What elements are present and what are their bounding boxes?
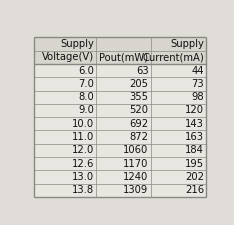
Text: 7.0: 7.0 bbox=[78, 79, 94, 89]
Bar bbox=[96, 117, 151, 130]
Text: 98: 98 bbox=[191, 92, 204, 102]
Text: 10.0: 10.0 bbox=[72, 119, 94, 129]
Bar bbox=[96, 170, 151, 184]
Text: Voltage(V): Voltage(V) bbox=[42, 52, 94, 62]
Text: Current(mA): Current(mA) bbox=[142, 52, 204, 62]
Text: 1309: 1309 bbox=[123, 185, 149, 195]
Text: 143: 143 bbox=[185, 119, 204, 129]
Text: 44: 44 bbox=[191, 66, 204, 76]
Bar bbox=[34, 184, 96, 197]
Text: 205: 205 bbox=[129, 79, 149, 89]
Text: 12.6: 12.6 bbox=[72, 159, 94, 169]
Bar bbox=[96, 157, 151, 170]
Bar bbox=[96, 104, 151, 117]
Bar bbox=[96, 77, 151, 90]
Bar bbox=[34, 51, 96, 64]
Text: Pout(mW): Pout(mW) bbox=[99, 52, 149, 62]
Text: 8.0: 8.0 bbox=[78, 92, 94, 102]
Text: Supply: Supply bbox=[170, 39, 204, 49]
Bar bbox=[96, 144, 151, 157]
Text: 692: 692 bbox=[129, 119, 149, 129]
Bar bbox=[96, 64, 151, 77]
Text: 9.0: 9.0 bbox=[78, 106, 94, 115]
Bar bbox=[151, 104, 206, 117]
Text: 11.0: 11.0 bbox=[72, 132, 94, 142]
Text: 163: 163 bbox=[185, 132, 204, 142]
Text: 202: 202 bbox=[185, 172, 204, 182]
Bar bbox=[96, 90, 151, 104]
Bar bbox=[151, 51, 206, 64]
Bar bbox=[34, 64, 96, 77]
Bar bbox=[151, 117, 206, 130]
Text: 13.0: 13.0 bbox=[72, 172, 94, 182]
Text: 184: 184 bbox=[185, 145, 204, 155]
Text: 195: 195 bbox=[185, 159, 204, 169]
Bar bbox=[96, 184, 151, 197]
Bar bbox=[96, 130, 151, 144]
Bar bbox=[96, 51, 151, 64]
Bar bbox=[151, 144, 206, 157]
Text: 13.8: 13.8 bbox=[72, 185, 94, 195]
Text: 355: 355 bbox=[129, 92, 149, 102]
Bar bbox=[151, 77, 206, 90]
Bar bbox=[34, 77, 96, 90]
Bar bbox=[151, 184, 206, 197]
Bar bbox=[151, 170, 206, 184]
Text: 73: 73 bbox=[191, 79, 204, 89]
Text: 216: 216 bbox=[185, 185, 204, 195]
Text: 12.0: 12.0 bbox=[72, 145, 94, 155]
Text: 120: 120 bbox=[185, 106, 204, 115]
Text: Supply: Supply bbox=[60, 39, 94, 49]
Bar bbox=[96, 37, 151, 51]
Bar bbox=[34, 117, 96, 130]
Text: 872: 872 bbox=[129, 132, 149, 142]
Bar bbox=[34, 144, 96, 157]
Bar bbox=[151, 90, 206, 104]
Text: 1240: 1240 bbox=[123, 172, 149, 182]
Bar bbox=[151, 130, 206, 144]
Text: 1170: 1170 bbox=[123, 159, 149, 169]
Bar bbox=[151, 37, 206, 51]
Bar bbox=[34, 37, 96, 51]
Bar bbox=[34, 170, 96, 184]
Bar bbox=[34, 90, 96, 104]
Text: 63: 63 bbox=[136, 66, 149, 76]
Bar bbox=[34, 157, 96, 170]
Bar bbox=[151, 64, 206, 77]
Text: 6.0: 6.0 bbox=[78, 66, 94, 76]
Text: 520: 520 bbox=[129, 106, 149, 115]
Bar bbox=[34, 104, 96, 117]
Bar bbox=[151, 157, 206, 170]
Bar bbox=[34, 130, 96, 144]
Text: 1060: 1060 bbox=[123, 145, 149, 155]
